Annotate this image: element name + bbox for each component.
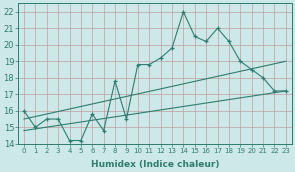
X-axis label: Humidex (Indice chaleur): Humidex (Indice chaleur) [91, 159, 219, 169]
